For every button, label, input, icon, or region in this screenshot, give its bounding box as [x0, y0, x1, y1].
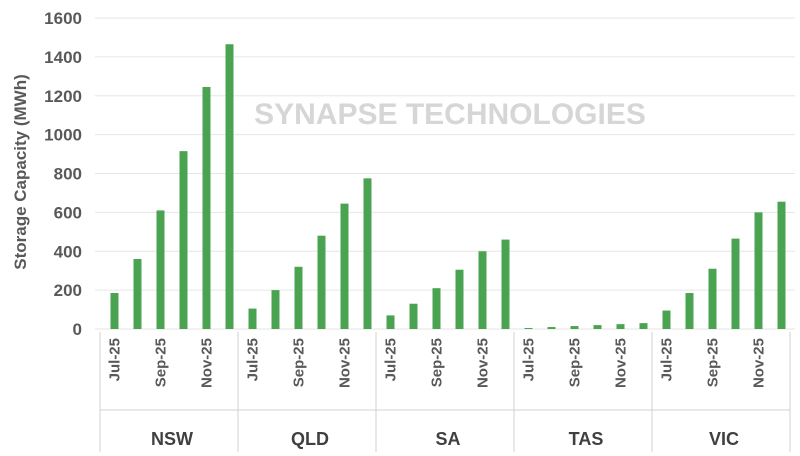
bar: [363, 178, 372, 329]
x-tick-label: Jul-25: [521, 338, 538, 381]
y-tick-label: 0: [73, 320, 82, 339]
group-label: TAS: [569, 429, 604, 449]
bar: [294, 266, 303, 329]
y-tick-label: 600: [54, 203, 82, 222]
y-tick-label: 1600: [44, 9, 82, 28]
watermark: SYNAPSE TECHNOLOGIES: [254, 98, 646, 131]
x-tick-label: Jul-25: [383, 338, 400, 381]
group-label: NSW: [151, 429, 193, 449]
group-label: SA: [435, 429, 460, 449]
x-tick-label: Sep-25: [705, 338, 722, 387]
bar: [777, 201, 786, 329]
bar: [501, 239, 510, 329]
gridlines: [95, 17, 795, 330]
bar: [133, 259, 142, 329]
bar: [317, 235, 326, 329]
bar: [432, 288, 441, 329]
group-labels: NSW QLD SA TAS VIC: [99, 332, 791, 452]
group-label: QLD: [291, 429, 329, 449]
x-tick-label: Jul-25: [659, 338, 676, 381]
y-tick-label: 200: [54, 281, 82, 300]
bar: [754, 212, 763, 329]
bar: [202, 87, 211, 329]
bar: [225, 44, 234, 329]
x-tick-label: Nov-25: [199, 338, 216, 388]
bar: [455, 269, 464, 329]
x-tick-label: Jul-25: [245, 338, 262, 381]
y-tick-label: 800: [54, 165, 82, 184]
bar: [524, 328, 533, 329]
bar: [547, 327, 556, 329]
group-label: VIC: [709, 429, 739, 449]
bars: [110, 44, 786, 329]
x-tick-label: Sep-25: [429, 338, 446, 387]
bar: [639, 323, 648, 329]
bar: [616, 324, 625, 329]
bar: [662, 310, 671, 329]
y-tick-label: 1200: [44, 87, 82, 106]
x-tick-label: Sep-25: [153, 338, 170, 387]
y-axis-ticks: 0 200 400 600 800 1000 1200 1400 1600: [44, 9, 82, 339]
bar: [685, 293, 694, 329]
y-axis-title: Storage Capacity (MWh): [11, 74, 30, 270]
y-tick-label: 1400: [44, 48, 82, 67]
bar: [570, 326, 579, 329]
y-tick-label: 400: [54, 242, 82, 261]
x-axis-ticks: Jul-25 Sep-25 Nov-25 Jul-25 Sep-25 Nov-25 Jul-…: [107, 338, 768, 388]
bar: [179, 151, 188, 329]
x-tick-label: Sep-25: [291, 338, 308, 387]
bar: [156, 210, 165, 329]
bar: [386, 315, 395, 329]
bar: [593, 325, 602, 329]
bar: [731, 238, 740, 329]
x-tick-label: Nov-25: [751, 338, 768, 388]
bar: [409, 303, 418, 329]
x-tick-label: Nov-25: [337, 338, 354, 388]
bar: [708, 268, 717, 329]
y-tick-label: 1000: [44, 126, 82, 145]
x-tick-label: Sep-25: [567, 338, 584, 387]
bar: [248, 308, 257, 329]
bar: [271, 290, 280, 329]
bar: [340, 203, 349, 329]
x-tick-label: Jul-25: [107, 338, 124, 381]
bar: [110, 293, 119, 329]
bar: [478, 251, 487, 329]
x-tick-label: Nov-25: [613, 338, 630, 388]
x-tick-label: Nov-25: [475, 338, 492, 388]
